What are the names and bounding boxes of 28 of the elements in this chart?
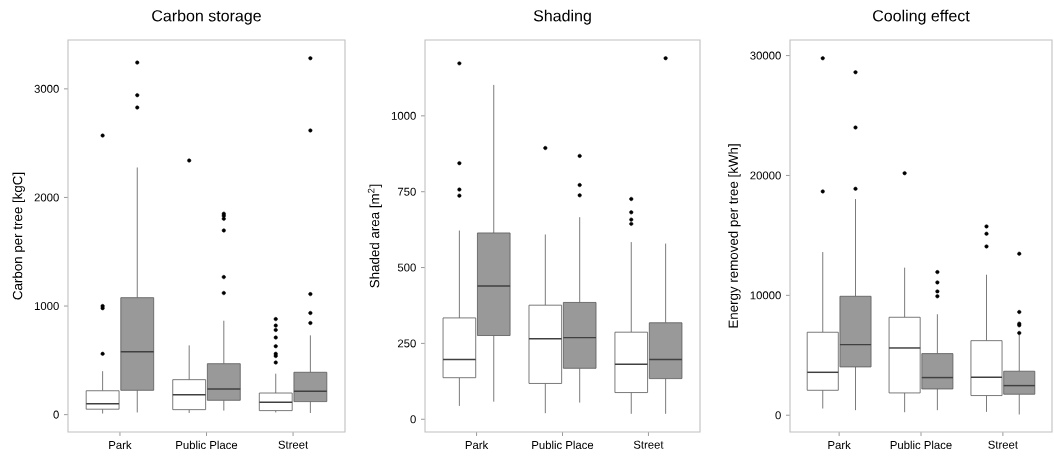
y-tick-label: 750 xyxy=(397,187,416,196)
y-tick-label: 0 xyxy=(410,415,416,424)
x-tick-label: Street xyxy=(278,440,309,449)
y-tick-label: 20000 xyxy=(750,171,781,180)
x-tick-label: Public Place xyxy=(176,440,238,450)
y-axis-title: Carbon per tree [kgC] xyxy=(12,172,25,300)
chart-title: Cooling effect xyxy=(873,9,970,25)
x-tick-label: Public Place xyxy=(890,440,952,450)
x-tick-label: Park xyxy=(828,440,851,450)
y-axis-title: Energy removed per tree [kWh] xyxy=(728,144,741,328)
y-tick-label: 2000 xyxy=(34,193,59,202)
chart-title: Shading xyxy=(533,9,591,25)
x-tick-label: Street xyxy=(988,440,1018,449)
chart-title: Carbon storage xyxy=(152,9,261,25)
y-tick-label: 3000 xyxy=(34,84,59,93)
x-tick-label: Park xyxy=(109,440,132,450)
y-tick-label: 1000 xyxy=(34,302,59,311)
y-tick-label: 30000 xyxy=(750,51,781,60)
x-tick-label: Street xyxy=(633,440,664,449)
x-tick-label: Park xyxy=(465,440,489,450)
x-tick-label: Public Place xyxy=(532,440,594,450)
y-tick-label: 10000 xyxy=(750,291,781,300)
y-tick-label: 500 xyxy=(397,263,416,272)
y-tick-label: 1000 xyxy=(391,111,416,120)
y-tick-label: 250 xyxy=(397,339,416,348)
y-tick-label: 0 xyxy=(775,411,781,420)
y-axis-title: Shaded area [m$^{2}$] xyxy=(367,184,382,288)
y-tick-label: 0 xyxy=(53,410,59,419)
